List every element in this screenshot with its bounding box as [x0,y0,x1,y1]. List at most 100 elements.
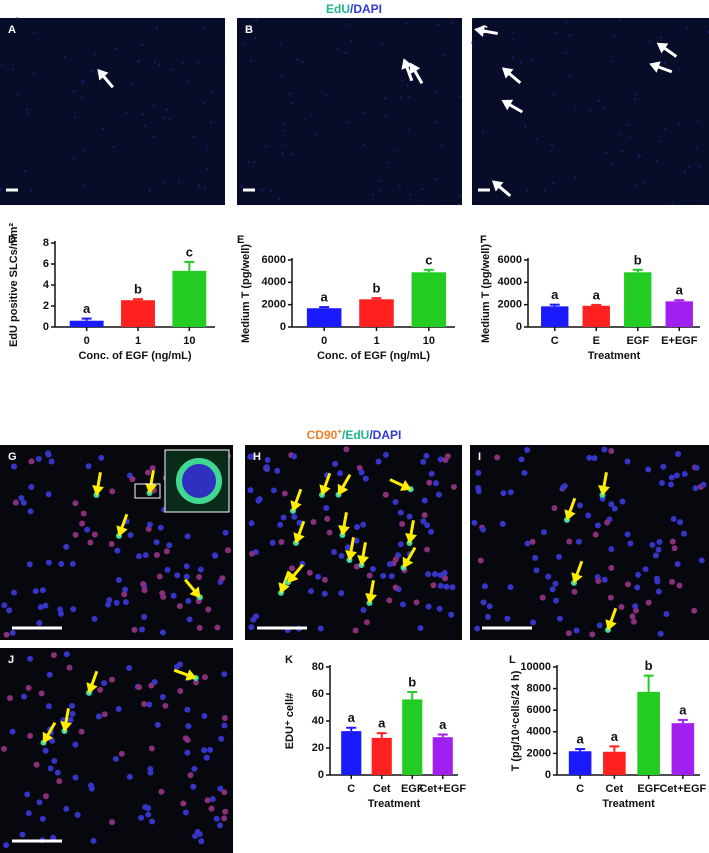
significance-letter: a [611,729,619,744]
cell [221,671,228,678]
x-tick-label: 10 [423,335,435,347]
cell [153,552,160,559]
significance-letter: a [577,732,585,747]
cell [698,557,705,564]
error-bar [133,298,143,301]
nucleus-speck [240,185,243,188]
cell [392,499,399,506]
cell [115,576,122,583]
nucleus-speck [543,189,547,192]
cell [344,544,351,551]
cell [591,455,598,462]
cell [145,811,152,818]
arrow-head [42,731,54,744]
error-bar [184,260,195,271]
cell [159,629,166,636]
cell [9,728,16,735]
cell [248,624,255,631]
cell [667,481,674,488]
cell [90,837,97,844]
cell [221,789,228,796]
cell [692,485,699,492]
arrow [401,58,414,82]
cell [553,597,560,604]
cell [7,695,14,702]
nucleus-speck [202,102,206,105]
cell [575,538,582,545]
nucleus-speck [687,166,691,169]
cell [533,567,540,574]
cell [656,539,663,546]
cell [392,556,399,563]
nucleus-speck [283,129,286,132]
arrow [564,497,577,521]
y-tick-label: 4000 [262,276,286,288]
cell [545,573,552,580]
cell [149,465,156,472]
nucleus-speck [706,30,709,34]
cell [530,619,537,626]
cell [337,470,344,477]
nucleus-speck [697,163,700,167]
nucleus-speck [152,104,156,107]
cell [436,605,443,612]
nucleus-speck [325,94,328,98]
arrow [649,61,673,74]
nucleus-speck [344,51,347,55]
cell [540,529,547,536]
cell [529,538,536,545]
cell [42,793,49,800]
nucleus-speck [555,31,558,35]
bar [371,737,392,775]
cell [69,710,76,717]
nucleus-speck [187,78,190,82]
y-tick-label: 0 [43,321,49,333]
nucleus-speck [16,92,19,96]
cell [186,616,193,623]
nucleus-speck [82,79,85,82]
cell [624,531,631,538]
nucleus-speck [158,63,161,67]
cell [208,805,215,812]
cell [521,469,528,476]
significance-letter: b [373,281,381,296]
cell [153,539,160,546]
nucleus-speck [244,42,247,45]
cell [149,818,156,825]
nucleus-speck [568,75,572,79]
nucleus-speck [526,189,529,193]
cell [184,706,191,713]
cell [675,450,682,457]
nucleus-speck [550,144,554,147]
cell [114,547,121,554]
arrow-head [598,485,610,496]
nucleus-speck [137,60,140,63]
cell [693,464,700,471]
arrow [389,478,412,491]
x-tick-label: C [576,783,584,795]
bar [411,272,447,327]
cell [48,458,55,465]
nucleus-speck [280,75,283,78]
nucleus-speck [26,112,29,116]
cell [69,560,76,567]
error-bar [437,733,448,738]
cell [485,613,492,620]
y-tick-label: 0 [516,321,522,333]
cell [33,761,40,768]
nucleus-speck [404,21,408,25]
nucleus-speck [33,72,36,75]
y-tick-label: 2 [43,300,49,312]
cell [118,750,125,757]
cell [253,613,260,620]
cell [108,540,115,547]
panel-label: G [8,451,17,463]
cell [310,518,317,525]
cell [216,822,223,829]
cell [427,528,434,535]
nucleus-speck [362,143,366,147]
arrow-head [319,484,331,496]
cell [67,716,74,723]
cell [611,505,618,512]
cell [321,590,328,597]
